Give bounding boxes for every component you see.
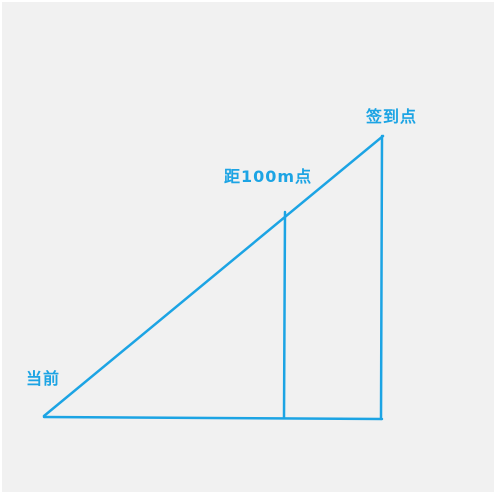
destination-vertical-line (379, 134, 384, 421)
hypotenuse-line (42, 134, 385, 418)
checkpoint-vertical-line (282, 210, 287, 420)
checkpoint-label: 距100m点 (224, 167, 312, 186)
start-label: 当前 (26, 369, 60, 388)
destination-label: 签到点 (365, 107, 417, 126)
baseline (42, 415, 384, 421)
